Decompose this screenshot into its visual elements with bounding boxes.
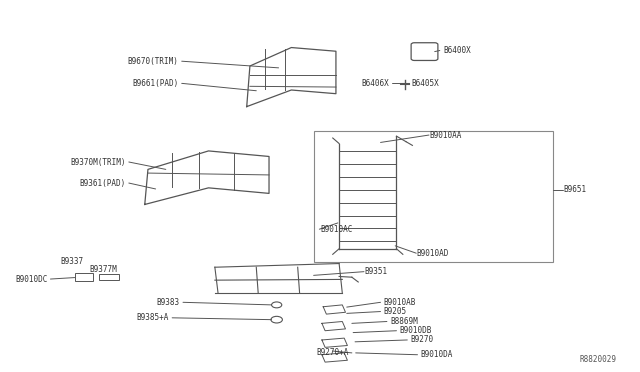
Text: B9205: B9205 (384, 307, 407, 316)
Text: R8820029: R8820029 (579, 355, 616, 364)
FancyBboxPatch shape (411, 43, 438, 61)
Text: B9351: B9351 (365, 267, 388, 276)
Text: B9361(PAD): B9361(PAD) (79, 179, 125, 187)
Text: B8869M: B8869M (390, 317, 418, 326)
Text: B9385+A: B9385+A (136, 313, 169, 322)
Text: B9010AD: B9010AD (417, 249, 449, 258)
Text: B9010DC: B9010DC (15, 275, 47, 283)
Text: B9670(TRIM): B9670(TRIM) (127, 57, 179, 66)
Text: B9651: B9651 (563, 185, 586, 194)
Text: B9377M: B9377M (90, 264, 117, 273)
Text: B9337: B9337 (60, 257, 83, 266)
Bar (75, 273, 93, 281)
Text: B6405X: B6405X (412, 79, 440, 88)
Text: B6406X: B6406X (361, 79, 389, 88)
Text: B9010AB: B9010AB (384, 298, 416, 307)
Text: B9661(PAD): B9661(PAD) (132, 79, 179, 88)
Text: B9383: B9383 (157, 298, 180, 307)
Text: B9010AC: B9010AC (320, 225, 353, 234)
Bar (314, 131, 552, 262)
Text: B9370M(TRIM): B9370M(TRIM) (70, 157, 125, 167)
Text: B9010AA: B9010AA (429, 131, 462, 140)
Text: B9270: B9270 (410, 336, 434, 344)
Text: B6400X: B6400X (443, 46, 471, 55)
Text: B9010DA: B9010DA (420, 350, 453, 359)
Text: B9010DB: B9010DB (399, 326, 432, 335)
Text: B9270+A: B9270+A (316, 349, 349, 357)
Bar (99, 274, 119, 280)
